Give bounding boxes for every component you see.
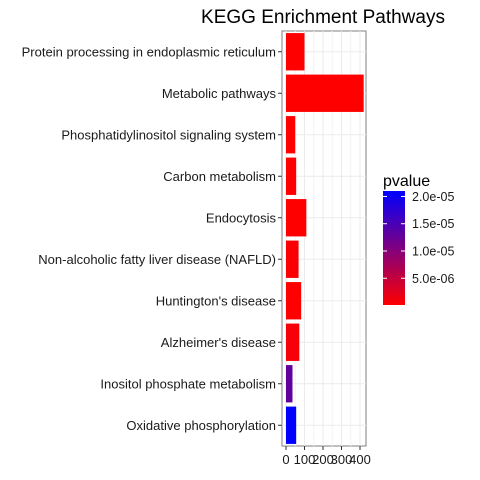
y-tick-label: Non-alcoholic fatty liver disease (NAFLD…	[38, 252, 276, 267]
bar	[286, 406, 297, 444]
x-tick-label: 100	[294, 452, 316, 467]
y-tick-label: Huntington's disease	[156, 293, 276, 308]
x-tick-label: 200	[312, 452, 334, 467]
legend-tick-label: 5.0e-06	[412, 272, 454, 286]
legend-tick-label: 2.0e-05	[412, 190, 454, 204]
bar	[286, 199, 307, 237]
y-tick-label: Oxidative phosphorylation	[126, 418, 276, 433]
bar	[286, 74, 364, 112]
legend-title: pvalue	[383, 173, 430, 190]
legend-ticks: 2.0e-05 1.5e-05 1.0e-05 5.0e-06	[383, 190, 454, 286]
chart-title: KEGG Enrichment Pathways	[201, 7, 445, 28]
bar	[286, 33, 305, 71]
bar	[286, 323, 300, 361]
bar	[286, 365, 293, 403]
y-tick-label: Endocytosis	[206, 210, 277, 225]
y-tick-label: Metabolic pathways	[162, 86, 277, 101]
bar	[286, 282, 302, 320]
legend-tick-label: 1.0e-05	[412, 245, 454, 259]
x-tick-label: 400	[349, 452, 371, 467]
y-tick-label: Inositol phosphate metabolism	[100, 376, 276, 391]
y-tick-label: Phosphatidylinositol signaling system	[61, 127, 276, 142]
bars	[286, 33, 364, 444]
x-tick-label: 300	[331, 452, 353, 467]
y-tick-label: Alzheimer's disease	[161, 335, 276, 350]
bar	[286, 116, 296, 154]
y-tick-label: Carbon metabolism	[163, 169, 276, 184]
legend-colorbar	[383, 191, 405, 305]
x-tick-label: 0	[282, 452, 289, 467]
bar	[286, 157, 297, 195]
y-axis: Protein processing in endoplasmic reticu…	[22, 44, 282, 433]
legend: pvalue 2.0e-05 1.5e-05 1.0e-05 5.0e-06	[383, 173, 454, 305]
y-tick-label: Protein processing in endoplasmic reticu…	[22, 44, 276, 59]
bar	[286, 240, 299, 278]
legend-tick-label: 1.5e-05	[412, 217, 454, 231]
